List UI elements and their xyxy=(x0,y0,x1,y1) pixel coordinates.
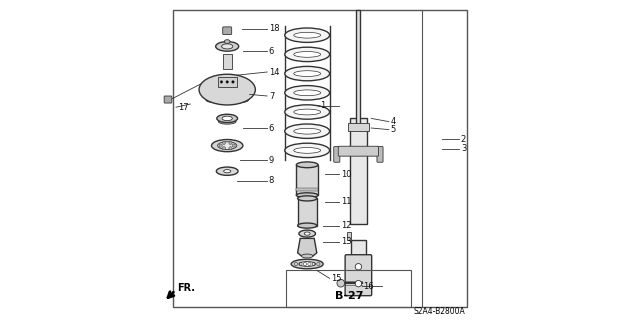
Ellipse shape xyxy=(291,259,323,269)
Ellipse shape xyxy=(294,128,321,134)
Ellipse shape xyxy=(299,230,316,237)
Text: 10: 10 xyxy=(340,170,351,179)
Ellipse shape xyxy=(217,114,237,123)
Ellipse shape xyxy=(222,116,232,121)
Ellipse shape xyxy=(216,42,239,51)
Circle shape xyxy=(222,141,225,145)
Ellipse shape xyxy=(285,28,330,43)
Ellipse shape xyxy=(294,90,321,96)
Circle shape xyxy=(232,81,234,83)
Text: S2A4-B2800A: S2A4-B2800A xyxy=(414,308,466,316)
Bar xyxy=(287,270,412,307)
Ellipse shape xyxy=(285,124,330,138)
Text: 6: 6 xyxy=(269,47,274,56)
Bar xyxy=(349,118,367,224)
Circle shape xyxy=(229,147,232,150)
Ellipse shape xyxy=(301,254,313,258)
Ellipse shape xyxy=(294,52,321,57)
Bar xyxy=(218,77,237,86)
Circle shape xyxy=(337,279,344,287)
Ellipse shape xyxy=(294,148,321,153)
Text: 8: 8 xyxy=(269,176,274,185)
Circle shape xyxy=(220,81,223,83)
Text: 14: 14 xyxy=(269,68,279,76)
Bar xyxy=(356,10,360,128)
Text: 2: 2 xyxy=(461,135,466,144)
Circle shape xyxy=(232,144,236,147)
Text: 12: 12 xyxy=(340,221,351,230)
Text: 15: 15 xyxy=(332,274,342,283)
Circle shape xyxy=(229,141,232,145)
Ellipse shape xyxy=(294,109,321,115)
FancyBboxPatch shape xyxy=(377,147,383,162)
Bar xyxy=(296,188,318,191)
Text: 7: 7 xyxy=(269,92,274,100)
FancyBboxPatch shape xyxy=(345,255,372,296)
Ellipse shape xyxy=(211,140,243,152)
Bar xyxy=(223,54,232,69)
Ellipse shape xyxy=(296,162,318,168)
Bar xyxy=(298,198,317,226)
Text: 16: 16 xyxy=(364,282,374,291)
Text: 18: 18 xyxy=(269,24,280,33)
Bar xyxy=(348,232,351,240)
Circle shape xyxy=(355,264,362,270)
Text: 11: 11 xyxy=(340,197,351,206)
Bar xyxy=(348,123,369,131)
Ellipse shape xyxy=(298,223,317,228)
Ellipse shape xyxy=(300,262,316,266)
Ellipse shape xyxy=(296,193,318,198)
Text: FR.: FR. xyxy=(178,283,196,293)
Ellipse shape xyxy=(285,105,330,119)
Ellipse shape xyxy=(221,44,233,49)
Text: 6: 6 xyxy=(269,124,274,132)
Text: 1: 1 xyxy=(320,101,325,110)
Ellipse shape xyxy=(218,142,237,149)
Ellipse shape xyxy=(216,167,238,175)
Ellipse shape xyxy=(285,47,330,61)
Ellipse shape xyxy=(294,71,321,76)
Circle shape xyxy=(222,147,225,150)
Circle shape xyxy=(219,144,222,147)
Ellipse shape xyxy=(285,67,330,81)
Ellipse shape xyxy=(305,232,310,235)
Ellipse shape xyxy=(224,170,231,173)
Bar xyxy=(351,240,365,256)
Ellipse shape xyxy=(294,32,321,38)
Text: 3: 3 xyxy=(461,144,466,153)
Text: 13: 13 xyxy=(340,237,351,246)
Bar xyxy=(296,165,318,195)
Circle shape xyxy=(355,280,362,287)
Text: B-27: B-27 xyxy=(335,291,363,301)
Ellipse shape xyxy=(225,40,230,44)
Text: 9: 9 xyxy=(269,156,274,164)
FancyBboxPatch shape xyxy=(339,146,379,156)
Ellipse shape xyxy=(285,143,330,158)
Polygon shape xyxy=(298,238,317,256)
Text: 4: 4 xyxy=(390,117,396,126)
Text: 17: 17 xyxy=(178,103,188,112)
FancyBboxPatch shape xyxy=(223,27,232,35)
FancyBboxPatch shape xyxy=(334,147,340,162)
FancyBboxPatch shape xyxy=(164,96,172,103)
Text: 5: 5 xyxy=(390,125,396,134)
Ellipse shape xyxy=(218,119,236,124)
Ellipse shape xyxy=(206,97,248,104)
Ellipse shape xyxy=(199,74,255,105)
Ellipse shape xyxy=(298,196,317,201)
Ellipse shape xyxy=(285,86,330,100)
Circle shape xyxy=(226,81,228,83)
